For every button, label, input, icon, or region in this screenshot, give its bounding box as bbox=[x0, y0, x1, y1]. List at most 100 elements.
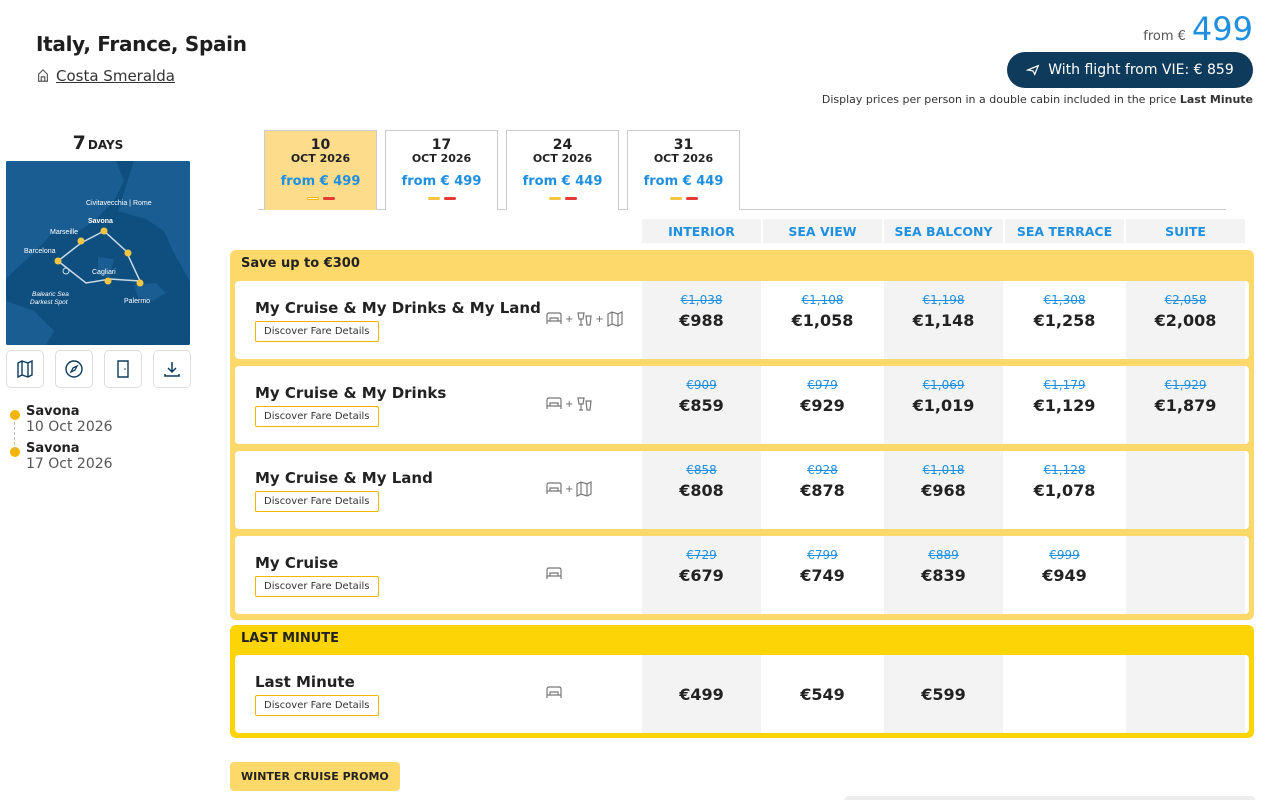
map-icon bbox=[17, 359, 33, 379]
price-cell[interactable]: €909 €859 bbox=[642, 366, 763, 444]
price-cell[interactable]: €928 €878 bbox=[763, 451, 884, 529]
discover-fare-details-button[interactable]: Discover Fare Details bbox=[255, 406, 379, 427]
availability-bars bbox=[386, 197, 497, 200]
price-cell[interactable]: €1,108 €1,058 bbox=[763, 281, 884, 359]
original-price: €1,128 bbox=[1043, 463, 1086, 477]
plane-icon bbox=[1026, 64, 1040, 76]
fare-row: Last Minute Discover Fare Details €499 €549… bbox=[235, 655, 1249, 733]
current-price: €599 bbox=[921, 685, 966, 704]
fare-row: My Cruise & My Drinks & My Land Discover … bbox=[235, 281, 1249, 359]
port-dot-icon bbox=[10, 410, 20, 420]
fare-row: My Cruise Discover Fare Details €729 €679 €7… bbox=[235, 536, 1249, 614]
group-title: LAST MINUTE bbox=[241, 631, 340, 646]
current-price: €1,258 bbox=[1033, 311, 1096, 330]
price-cell[interactable]: €1,018 €968 bbox=[884, 451, 1005, 529]
promo-badge[interactable]: WINTER CRUISE PROMO bbox=[230, 762, 400, 791]
price-cell[interactable]: €979 €929 bbox=[763, 366, 884, 444]
excursions-button[interactable] bbox=[55, 350, 93, 388]
cabin-type-headers: INTERIOR SEA VIEW SEA BALCONY SEA TERRAC… bbox=[642, 219, 1247, 243]
route-map-graphic: Civitavecchia | Rome Marseille Savona Ba… bbox=[6, 161, 190, 345]
original-price: €858 bbox=[686, 463, 717, 477]
original-price: €1,929 bbox=[1164, 378, 1207, 392]
price-cell[interactable]: €1,128 €1,078 bbox=[1005, 451, 1126, 529]
bed-icon bbox=[546, 312, 562, 324]
itinerary-stop: Savona 10 Oct 2026 bbox=[10, 404, 113, 435]
price-cells: €909 €859 €979 €929 €1,069 €1,019 €1,179 €1,129… bbox=[642, 366, 1247, 444]
fare-group-last-minute: LAST MINUTE Last Minute Discover Fare Det… bbox=[230, 625, 1254, 738]
price-cell[interactable]: €599 bbox=[884, 655, 1005, 733]
departure-date-tabs: 10 OCT 2026 from € 499 17 OCT 2026 from … bbox=[258, 130, 1226, 210]
map-label-barcelona: Barcelona bbox=[24, 248, 56, 255]
price-cell[interactable]: €1,179 €1,129 bbox=[1005, 366, 1126, 444]
current-price: €878 bbox=[800, 481, 845, 500]
map-label-balearic: Balearic Sea bbox=[32, 291, 69, 298]
price-cells: €858 €808 €928 €878 €1,018 €968 €1,128 €1,078 bbox=[642, 451, 1247, 529]
date-tab[interactable]: 24 OCT 2026 from € 449 bbox=[506, 130, 619, 210]
map-land-icon bbox=[607, 311, 623, 327]
cabin-header: SEA TERRACE bbox=[1005, 219, 1126, 243]
discover-fare-details-button[interactable]: Discover Fare Details bbox=[255, 695, 379, 716]
fare-name: My Cruise bbox=[255, 554, 339, 572]
route-map[interactable]: Civitavecchia | Rome Marseille Savona Ba… bbox=[6, 161, 190, 345]
price-cell[interactable]: €1,308 €1,258 bbox=[1005, 281, 1126, 359]
with-flight-button[interactable]: With flight from VIE: € 859 bbox=[1007, 52, 1253, 88]
original-price: €2,058 bbox=[1164, 293, 1207, 307]
fare-inclusions bbox=[545, 565, 563, 583]
price-cell[interactable]: €1,198 €1,148 bbox=[884, 281, 1005, 359]
map-label-rome: Civitavecchia | Rome bbox=[86, 200, 152, 207]
price-cells: €499 €549 €599 bbox=[642, 655, 1247, 733]
map-label-marseille: Marseille bbox=[50, 229, 78, 236]
cabin-header: SEA VIEW bbox=[763, 219, 884, 243]
ship-icon bbox=[38, 69, 48, 82]
price-cell[interactable]: €999 €949 bbox=[1005, 536, 1126, 614]
itinerary-connector bbox=[14, 422, 15, 450]
price-cell[interactable]: €1,929 €1,879 bbox=[1126, 366, 1247, 444]
price-cell[interactable]: €799 €749 bbox=[763, 536, 884, 614]
fare-inclusions bbox=[545, 684, 563, 702]
cabin-header: SUITE bbox=[1126, 219, 1247, 243]
price-cell[interactable]: €889 €839 bbox=[884, 536, 1005, 614]
price-cell[interactable]: €1,069 €1,019 bbox=[884, 366, 1005, 444]
original-price: €1,179 bbox=[1043, 378, 1086, 392]
price-cell[interactable]: €499 bbox=[642, 655, 763, 733]
price-cell[interactable]: €1,038 €988 bbox=[642, 281, 763, 359]
ship-link[interactable]: Costa Smeralda bbox=[36, 67, 175, 85]
page-title: Italy, France, Spain bbox=[36, 32, 247, 56]
price-note: Display prices per person in a double ca… bbox=[821, 93, 1253, 106]
fare-name: My Cruise & My Land bbox=[255, 469, 433, 487]
price-cell[interactable]: €2,058 €2,008 bbox=[1126, 281, 1247, 359]
date-tab[interactable]: 17 OCT 2026 from € 499 bbox=[385, 130, 498, 210]
current-price: €859 bbox=[679, 396, 724, 415]
price-cell[interactable]: €549 bbox=[763, 655, 884, 733]
original-price: €1,198 bbox=[922, 293, 965, 307]
discover-fare-details-button[interactable]: Discover Fare Details bbox=[255, 576, 379, 597]
from-price: 499 bbox=[1191, 10, 1253, 48]
date-tab[interactable]: 31 OCT 2026 from € 449 bbox=[627, 130, 740, 210]
fare-inclusions: + bbox=[545, 395, 593, 413]
map-view-button[interactable] bbox=[6, 350, 44, 388]
port-date: 17 Oct 2026 bbox=[26, 456, 113, 472]
date-tab[interactable]: 10 OCT 2026 from € 499 bbox=[264, 130, 377, 210]
download-button[interactable] bbox=[153, 350, 191, 388]
cabin-header: INTERIOR bbox=[642, 219, 763, 243]
fare-row: My Cruise & My Drinks Discover Fare Detai… bbox=[235, 366, 1249, 444]
map-label-cagliari: Cagliari bbox=[92, 269, 116, 276]
current-price: €988 bbox=[679, 311, 724, 330]
price-cell[interactable]: €858 €808 bbox=[642, 451, 763, 529]
itinerary: Savona 10 Oct 2026 Savona 17 Oct 2026 bbox=[10, 404, 113, 478]
price-cell[interactable]: €729 €679 bbox=[642, 536, 763, 614]
current-price: €499 bbox=[679, 685, 724, 704]
discover-fare-details-button[interactable]: Discover Fare Details bbox=[255, 491, 379, 512]
plus-sign: + bbox=[565, 398, 574, 410]
discover-fare-details-button[interactable]: Discover Fare Details bbox=[255, 321, 379, 342]
map-label-darkest: Darkest Spot bbox=[30, 299, 69, 306]
current-price: €549 bbox=[800, 685, 845, 704]
original-price: €889 bbox=[928, 548, 959, 562]
original-price: €1,069 bbox=[922, 378, 965, 392]
port-date: 10 Oct 2026 bbox=[26, 419, 113, 435]
original-price: €729 bbox=[686, 548, 717, 562]
drinks-icon bbox=[577, 312, 593, 326]
original-price: €799 bbox=[807, 548, 838, 562]
cabins-button[interactable] bbox=[104, 350, 142, 388]
availability-bars bbox=[265, 197, 376, 200]
